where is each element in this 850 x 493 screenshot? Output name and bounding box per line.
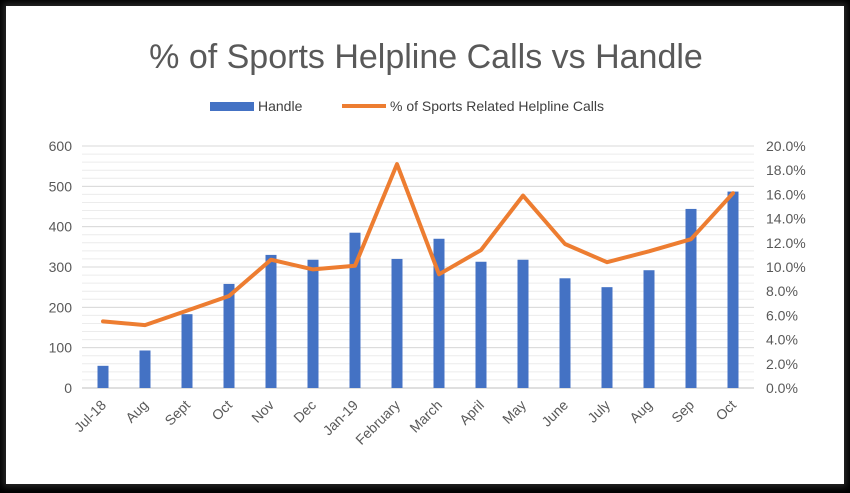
x-tick-label: Oct (208, 397, 235, 424)
x-tick-label: March (406, 397, 445, 436)
y-right-tick-label: 10.0% (766, 259, 806, 275)
y-right-tick-label: 8.0% (766, 283, 798, 299)
x-tick-label: Jan-19 (320, 397, 362, 439)
x-tick-label: Aug (122, 397, 151, 426)
chart-title: % of Sports Helpline Calls vs Handle (149, 38, 703, 76)
y-right-tick-label: 2.0% (766, 356, 798, 372)
bar (559, 278, 571, 388)
y-right-tick-label: 6.0% (766, 307, 798, 323)
bar (97, 365, 109, 388)
bar-series (97, 191, 739, 388)
bar (517, 259, 529, 388)
y-right-tick-label: 4.0% (766, 332, 798, 348)
chart-frame: % of Sports Helpline Calls vs Handle Han… (6, 6, 844, 484)
bar (643, 270, 655, 388)
bar (391, 258, 403, 388)
right-axis: 0.0% 2.0% 4.0% 6.0% 8.0% 10.0% 12.0% 14.0% 16.0%… (766, 138, 806, 396)
x-tick-label: May (499, 397, 529, 427)
y-right-tick-label: 18.0% (766, 162, 806, 178)
legend-swatch-handle (210, 102, 254, 111)
x-tick-label: July (584, 397, 613, 426)
legend-label-handle: Handle (258, 98, 303, 114)
bar (685, 208, 697, 388)
bar (727, 191, 739, 388)
bar (601, 287, 613, 388)
x-tick-label: Nov (248, 397, 277, 426)
y-left-tick-label: 100 (49, 340, 73, 356)
bar (223, 283, 235, 388)
y-right-tick-label: 20.0% (766, 138, 806, 154)
x-tick-label: April (456, 397, 487, 428)
x-tick-label: Sep (668, 397, 697, 426)
legend-label-percent: % of Sports Related Helpline Calls (390, 98, 604, 114)
bar (433, 238, 445, 388)
bar (475, 261, 487, 388)
gridlines (82, 145, 754, 389)
x-tick-label: Sept (161, 397, 193, 429)
y-left-tick-label: 500 (49, 178, 73, 194)
legend: Handle % of Sports Related Helpline Call… (210, 98, 604, 114)
bar (265, 254, 277, 388)
x-tick-label: Jul-18 (71, 397, 109, 435)
y-left-tick-label: 600 (49, 138, 73, 154)
line-series (101, 162, 735, 328)
x-tick-label: Aug (626, 397, 655, 426)
bar (349, 232, 361, 388)
y-left-tick-label: 400 (49, 219, 73, 235)
x-tick-label: Oct (712, 397, 739, 424)
bar (307, 259, 319, 388)
combo-chart: % of Sports Helpline Calls vs Handle Han… (49, 38, 806, 448)
y-right-tick-label: 12.0% (766, 235, 806, 251)
y-left-tick-label: 0 (64, 380, 72, 396)
left-axis: 0 100 200 300 400 500 600 (49, 138, 73, 396)
y-right-tick-label: 0.0% (766, 380, 798, 396)
bar (181, 314, 193, 388)
y-left-tick-label: 200 (49, 299, 73, 315)
series-line-percent (101, 162, 735, 328)
y-right-tick-label: 14.0% (766, 211, 806, 227)
x-tick-label: Dec (290, 397, 319, 426)
x-tick-label: June (538, 397, 571, 430)
bar (139, 350, 151, 388)
x-tick-label: February (352, 397, 403, 448)
y-left-tick-label: 300 (49, 259, 73, 275)
y-right-tick-label: 16.0% (766, 186, 806, 202)
